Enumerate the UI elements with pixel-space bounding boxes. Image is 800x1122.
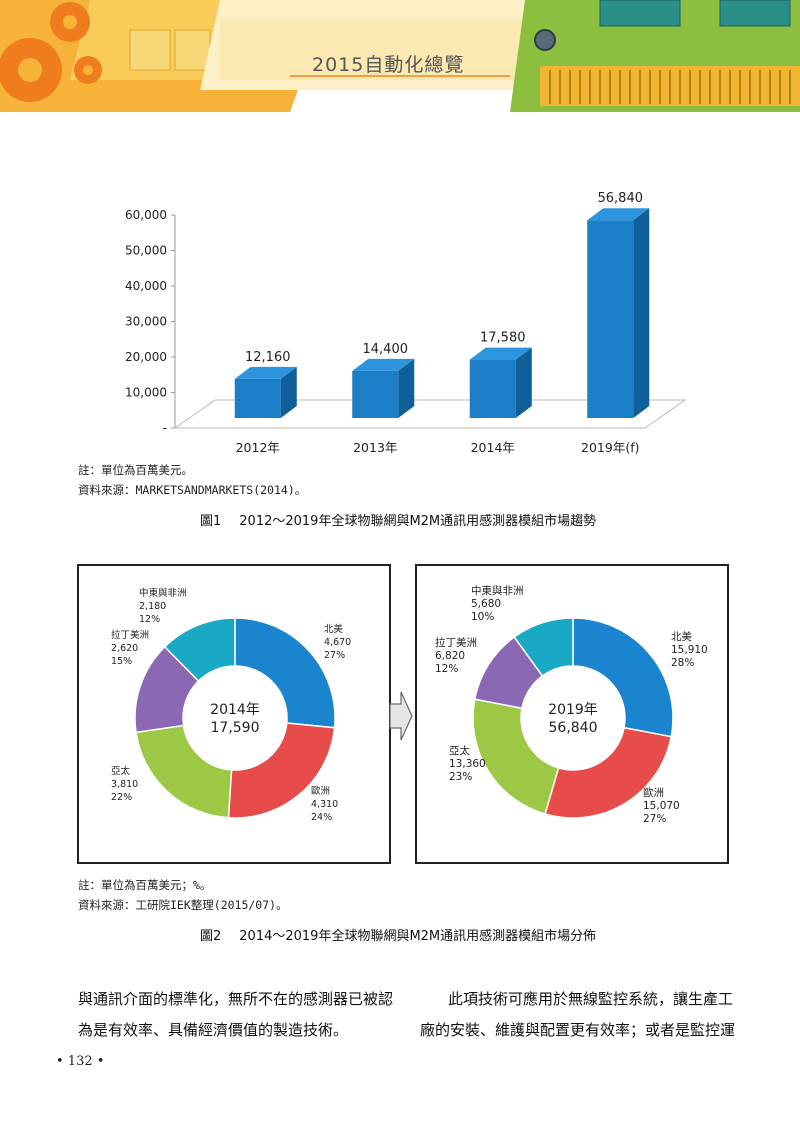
slice-percent: 22% xyxy=(111,792,132,803)
slice-percent: 23% xyxy=(449,771,472,783)
figure2-caption-text: 2014～2019年全球物聯網與M2M通訊用感測器模組市場分佈 xyxy=(239,929,597,944)
body-text-line: 此項技術可應用於無線監控系統，讓生產工 xyxy=(448,990,734,1008)
slice-value: 13,360 xyxy=(449,758,486,770)
y-tick-label: - xyxy=(163,421,167,435)
donut-center-year: 2014年 xyxy=(210,702,260,718)
arrow-right-icon xyxy=(389,691,413,741)
chip-icon xyxy=(599,0,791,27)
y-tick-label: 10,000 xyxy=(125,386,167,400)
body-left-column: 與通訊介面的標準化，無所不在的感測器已被認 為是有效率、具備經濟價值的製造技術。 xyxy=(78,984,393,1046)
slice-value: 2,620 xyxy=(111,643,138,654)
bar-chart: - 10,000 20,000 30,000 40,000 50,000 60,000 12,… xyxy=(125,191,687,455)
body-text-line: 廠的安裝、維護與配置更有效率；或者是監控運 xyxy=(420,1021,736,1039)
slice-percent: 10% xyxy=(471,611,494,623)
slice-value: 15,070 xyxy=(643,800,680,812)
donut-slice xyxy=(544,726,673,819)
bar-value-label: 56,840 xyxy=(598,191,644,206)
page-number: • 132 • xyxy=(56,1054,105,1069)
x-tick-label: 2013年 xyxy=(353,440,397,455)
slice-name: 北美 xyxy=(324,623,344,635)
figure1-caption-number: 圖1 xyxy=(200,514,222,529)
slice-percent: 28% xyxy=(671,657,694,669)
body-text-line: 與通訊介面的標準化，無所不在的感測器已被認 xyxy=(78,990,394,1008)
y-tick-label: 60,000 xyxy=(125,208,167,222)
slice-percent: 12% xyxy=(435,663,458,675)
donut-center-total: 56,840 xyxy=(549,720,598,736)
y-tick-label: 30,000 xyxy=(125,315,167,329)
slice-percent: 15% xyxy=(111,656,132,667)
slice-percent: 27% xyxy=(643,813,666,825)
bar-value-label: 17,580 xyxy=(480,331,526,346)
donut-slice xyxy=(227,722,336,819)
bar xyxy=(587,208,650,418)
slice-value: 6,820 xyxy=(435,650,465,662)
donut-slice xyxy=(472,698,560,815)
figure2-caption: 圖2 2014～2019年全球物聯網與M2M通訊用感測器模組市場分佈 xyxy=(200,925,596,944)
gear-icon xyxy=(0,2,102,102)
figure1-unit-note: 註：單位為百萬美元。 xyxy=(78,463,193,477)
bar-value-label: 12,160 xyxy=(245,350,291,365)
page-header-title: 2015自動化總覽 xyxy=(312,54,465,76)
slice-name: 拉丁美洲 xyxy=(111,629,149,641)
figure1-caption-text: 2012～2019年全球物聯網與M2M通訊用感測器模組市場趨勢 xyxy=(239,514,597,529)
slice-value: 4,310 xyxy=(311,799,338,810)
slice-percent: 27% xyxy=(324,650,345,661)
figure2-caption-number: 圖2 xyxy=(200,929,222,944)
chart-floor xyxy=(173,399,687,429)
bar xyxy=(352,358,415,418)
figure1-caption: 圖1 2012～2019年全球物聯網與M2M通訊用感測器模組市場趨勢 xyxy=(200,510,596,529)
slice-percent: 12% xyxy=(139,614,160,625)
slice-label: 亞太 3,810 22% xyxy=(111,765,138,803)
slice-name: 亞太 xyxy=(449,744,470,757)
slice-value: 2,180 xyxy=(139,601,166,612)
slice-label: 北美 4,670 27% xyxy=(324,623,351,661)
body-text-line: 為是有效率、具備經濟價值的製造技術。 xyxy=(78,1021,349,1039)
body-right-column: 此項技術可應用於無線監控系統，讓生產工 廠的安裝、維護與配置更有效率；或者是監控… xyxy=(420,984,735,1046)
slice-label: 歐洲 4,310 24% xyxy=(311,785,338,823)
slice-name: 北美 xyxy=(671,630,692,643)
slice-name: 中東與非洲 xyxy=(471,584,524,597)
slice-name: 歐洲 xyxy=(311,785,330,797)
slice-value: 4,670 xyxy=(324,637,351,648)
x-tick-label: 2012年 xyxy=(236,440,280,455)
x-tick-label: 2019年(f) xyxy=(581,440,639,455)
slice-name: 歐洲 xyxy=(643,786,664,799)
bar xyxy=(234,366,297,418)
donut-slice xyxy=(135,724,233,819)
donut-panel-2019: 北美 15,910 28% 歐洲 15,070 27% 亞太 13,360 23% 拉丁美洲 6,8… xyxy=(415,564,729,864)
y-tick-label: 40,000 xyxy=(125,279,167,293)
donut-slice xyxy=(513,617,574,677)
slice-label: 中東與非洲 2,180 12% xyxy=(139,587,187,625)
donut-slice xyxy=(572,617,674,738)
slice-value: 15,910 xyxy=(671,644,708,656)
donut-chart-2014: 北美 4,670 27% 歐洲 4,310 24% 亞太 3,810 22% 拉丁美洲 2,620 1… xyxy=(111,587,351,823)
slice-label: 拉丁美洲 2,620 15% xyxy=(111,629,149,667)
slice-name: 亞太 xyxy=(111,765,131,777)
donut-slice xyxy=(234,617,336,729)
donut-center-total: 17,590 xyxy=(211,720,260,736)
slice-name: 拉丁美洲 xyxy=(435,636,477,649)
donut-panel-2014: 北美 4,670 27% 歐洲 4,310 24% 亞太 3,810 22% 拉丁美洲 2,620 1… xyxy=(77,564,391,864)
figure2-source-note: 資料來源：工研院IEK整理(2015/07)。 xyxy=(78,898,288,912)
slice-value: 5,680 xyxy=(471,598,501,610)
slice-value: 3,810 xyxy=(111,779,138,790)
header-banner xyxy=(0,0,800,112)
bar xyxy=(469,347,532,418)
slice-percent: 24% xyxy=(311,812,332,823)
slice-name: 中東與非洲 xyxy=(139,587,187,599)
x-tick-label: 2014年 xyxy=(471,440,515,455)
bar-value-label: 14,400 xyxy=(363,342,409,357)
donut-center-year: 2019年 xyxy=(548,702,598,718)
y-tick-label: 20,000 xyxy=(125,350,167,364)
donut-slice xyxy=(163,617,236,683)
figure1-source-note: 資料來源：MARKETSANDMARKETS(2014)。 xyxy=(78,483,307,497)
y-tick-label: 50,000 xyxy=(125,244,167,258)
figure2-unit-note: 註：單位為百萬美元；%。 xyxy=(78,878,212,892)
